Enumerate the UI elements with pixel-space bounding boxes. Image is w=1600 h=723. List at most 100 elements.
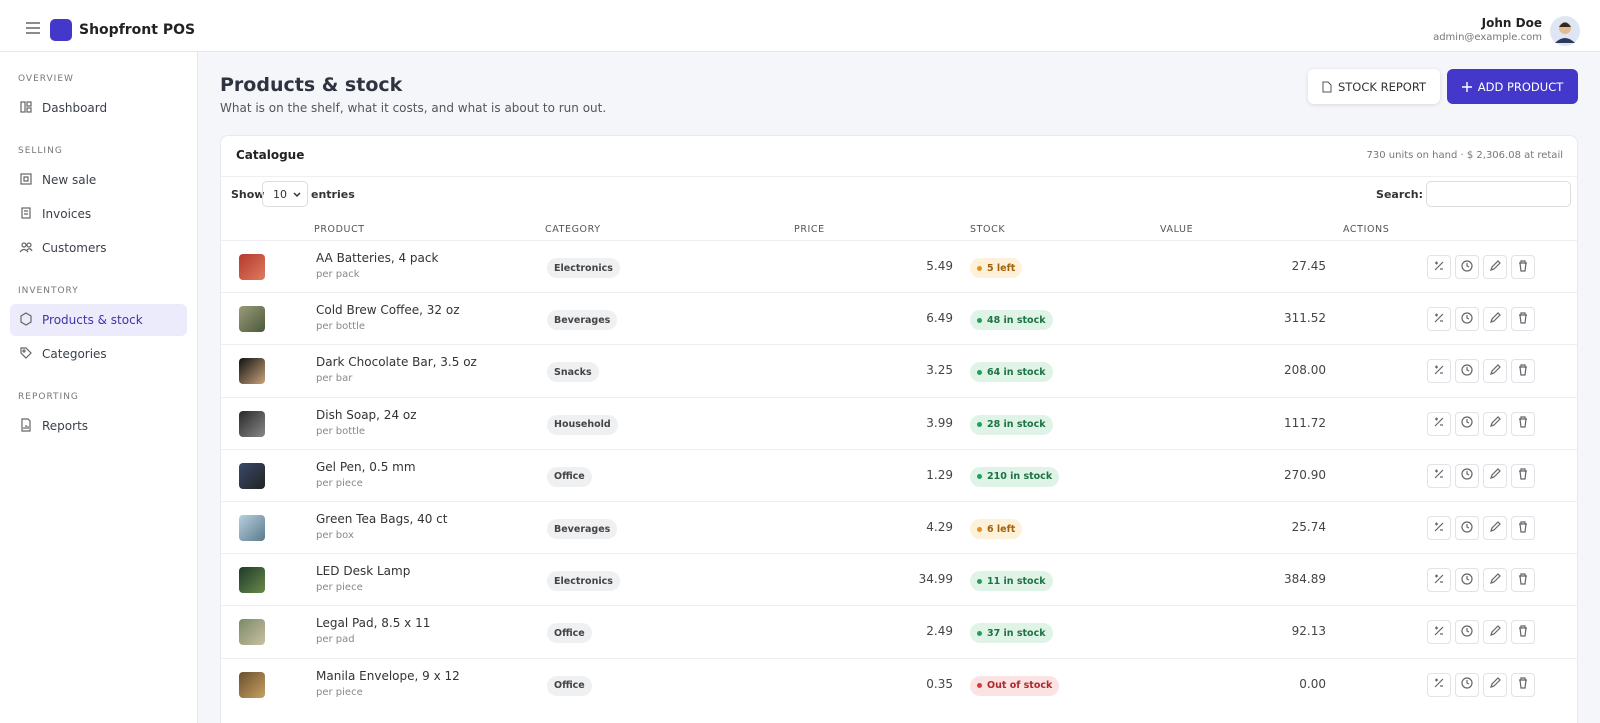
nav-item[interactable]: Categories <box>10 338 187 370</box>
nav-label: Invoices <box>42 207 92 221</box>
action-icon <box>1460 624 1474 641</box>
category-badge: Office <box>547 466 592 487</box>
column-header[interactable]: VALUE <box>1160 224 1194 235</box>
product-unit: per piece <box>316 477 363 489</box>
history-button[interactable] <box>1455 255 1479 279</box>
history-button[interactable] <box>1455 672 1479 697</box>
history-button[interactable] <box>1455 359 1479 384</box>
action-icon <box>1432 363 1446 380</box>
action-icon <box>1488 520 1502 537</box>
product-thumbnail <box>239 358 265 385</box>
nav-item[interactable]: Dashboard <box>10 92 187 124</box>
price: 6.49 <box>926 311 953 326</box>
action-icon <box>1460 520 1474 537</box>
stock-badge: 48 in stock <box>970 310 1053 331</box>
action-icon <box>1516 467 1530 484</box>
stock-value: 384.89 <box>1284 572 1326 587</box>
adjust-stock-button[interactable] <box>1427 672 1451 697</box>
adjust-stock-button[interactable] <box>1427 463 1451 488</box>
menu-icon[interactable] <box>26 22 40 34</box>
product-name: Green Tea Bags, 40 ct <box>316 512 448 526</box>
edit-button[interactable] <box>1483 672 1507 697</box>
edit-button[interactable] <box>1483 411 1507 436</box>
price: 2.49 <box>926 624 953 639</box>
nav-item[interactable]: Customers <box>10 232 187 264</box>
adjust-stock-button[interactable] <box>1427 568 1451 593</box>
delete-button[interactable] <box>1511 672 1535 697</box>
action-icon <box>1432 676 1446 693</box>
adjust-stock-button[interactable] <box>1427 359 1451 384</box>
adjust-stock-button[interactable] <box>1427 411 1451 436</box>
column-header[interactable]: STOCK <box>970 224 1006 235</box>
adjust-stock-button[interactable] <box>1427 620 1451 645</box>
user-name: John Doe <box>1481 16 1542 30</box>
stock-badge: 37 in stock <box>970 623 1053 644</box>
column-header[interactable]: PRODUCT <box>314 224 365 235</box>
column-header: ACTIONS <box>1343 224 1390 235</box>
history-button[interactable] <box>1455 463 1479 488</box>
nav-item[interactable]: New sale <box>10 164 187 196</box>
stock-badge: 11 in stock <box>970 571 1053 592</box>
product-thumbnail <box>239 306 265 333</box>
action-icon <box>1432 520 1446 537</box>
nav-label: Categories <box>42 347 107 361</box>
edit-button[interactable] <box>1483 620 1507 645</box>
action-icon <box>1460 311 1474 328</box>
avatar[interactable] <box>1550 16 1580 46</box>
product-name: AA Batteries, 4 pack <box>316 251 439 265</box>
adjust-stock-button[interactable] <box>1427 307 1451 332</box>
search-input[interactable] <box>1426 181 1571 207</box>
product-name: Gel Pen, 0.5 mm <box>316 459 416 474</box>
edit-button[interactable] <box>1483 568 1507 593</box>
nav-icon <box>19 311 42 329</box>
delete-button[interactable] <box>1511 516 1535 540</box>
nav-item[interactable]: Reports <box>10 410 187 442</box>
delete-button[interactable] <box>1511 568 1535 593</box>
table-row: Gel Pen, 0.5 mm per piece Office 1.29 210 in… <box>221 448 1577 501</box>
product-unit: per bottle <box>316 321 366 333</box>
action-icon <box>1432 311 1446 328</box>
delete-button[interactable] <box>1511 359 1535 384</box>
stock-value: 0.00 <box>1299 676 1326 691</box>
entries-label: entries <box>311 188 355 201</box>
action-icon <box>1488 624 1502 641</box>
edit-button[interactable] <box>1483 307 1507 332</box>
category-badge: Electronics <box>547 258 620 278</box>
nav-item[interactable]: Invoices <box>10 198 187 230</box>
edit-button[interactable] <box>1483 463 1507 488</box>
delete-button[interactable] <box>1511 463 1535 488</box>
delete-button[interactable] <box>1511 255 1535 279</box>
column-header[interactable]: PRICE <box>794 224 825 235</box>
history-button[interactable] <box>1455 307 1479 332</box>
table-row: Dark Chocolate Bar, 3.5 oz per bar Snacks 3… <box>221 344 1577 396</box>
nav-item[interactable]: Products & stock <box>10 304 187 336</box>
history-button[interactable] <box>1455 568 1479 593</box>
nav-icon <box>19 100 42 117</box>
delete-button[interactable] <box>1511 307 1535 332</box>
stock-value: 92.13 <box>1291 624 1326 639</box>
history-button[interactable] <box>1455 516 1479 540</box>
stock-label: 37 in stock <box>987 627 1046 639</box>
edit-button[interactable] <box>1483 359 1507 384</box>
category-badge: Snacks <box>547 362 599 383</box>
history-button[interactable] <box>1455 620 1479 645</box>
edit-button[interactable] <box>1483 255 1507 279</box>
nav-label: Dashboard <box>42 101 108 115</box>
adjust-stock-button[interactable] <box>1427 516 1451 540</box>
page-size-select[interactable]: 10 <box>262 181 308 207</box>
stock-report-button[interactable]: STOCK REPORT <box>1308 69 1440 104</box>
product-name: Manila Envelope, 9 x 12 <box>316 668 460 683</box>
column-header[interactable]: CATEGORY <box>545 224 601 235</box>
action-icon <box>1516 363 1530 380</box>
adjust-stock-button[interactable] <box>1427 255 1451 279</box>
product-unit: per pack <box>316 269 360 280</box>
edit-button[interactable] <box>1483 516 1507 540</box>
nav-icon <box>19 206 42 223</box>
delete-button[interactable] <box>1511 411 1535 436</box>
history-button[interactable] <box>1455 411 1479 436</box>
delete-button[interactable] <box>1511 620 1535 645</box>
add-product-button[interactable]: ADD PRODUCT <box>1447 69 1578 104</box>
divider <box>221 176 1577 177</box>
product-unit: per piece <box>316 582 363 594</box>
category-badge: Electronics <box>547 571 620 592</box>
